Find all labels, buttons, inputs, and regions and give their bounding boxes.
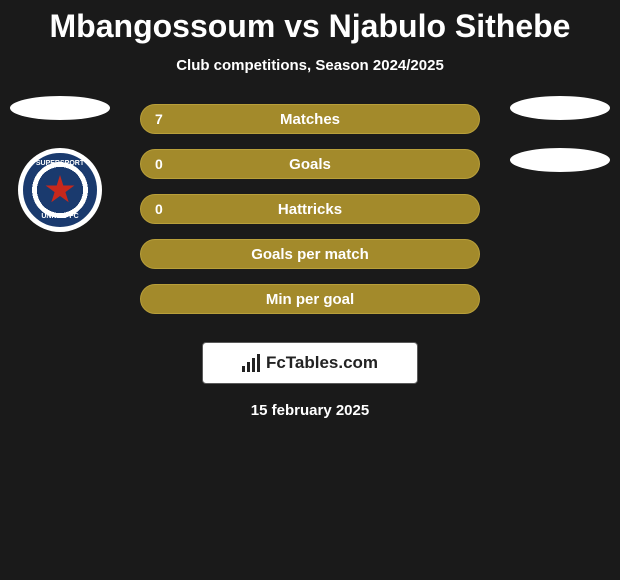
stat-bar: 0 Hattricks [140,194,480,224]
star-icon [45,175,75,205]
right-player-avatar [510,96,610,120]
stat-label: Goals [289,156,331,173]
right-player-column [510,96,610,200]
left-player-column: SUPERSPORT UNITED FC [8,96,112,232]
club-logo-text-bottom: UNITED FC [41,213,78,220]
stat-left-value: 0 [155,201,163,217]
stat-bar: Goals per match [140,239,480,269]
bar-chart-icon [242,354,260,372]
stat-label: Hattricks [278,201,342,218]
left-player-avatar [10,96,110,120]
stat-bar: 0 Goals [140,149,480,179]
footer-date: 15 february 2025 [0,402,620,419]
page-title: Mbangossoum vs Njabulo Sithebe [0,8,620,45]
infographic-container: Mbangossoum vs Njabulo Sithebe Club comp… [0,0,620,419]
stat-bars: 7 Matches 0 Goals 0 Hattricks Goals per match M… [140,104,480,314]
brand-text: FcTables.com [266,353,378,373]
stat-label: Goals per match [251,246,369,263]
right-club-logo-placeholder [510,148,610,172]
stat-label: Matches [280,111,340,128]
brand-badge: FcTables.com [202,342,418,384]
stat-label: Min per goal [266,291,354,308]
supersport-logo-icon: SUPERSPORT UNITED FC [23,153,97,227]
stat-bar: Min per goal [140,284,480,314]
page-subtitle: Club competitions, Season 2024/2025 [0,57,620,74]
stat-left-value: 7 [155,111,163,127]
stat-left-value: 0 [155,156,163,172]
stat-bar: 7 Matches [140,104,480,134]
content-area: SUPERSPORT UNITED FC 7 Matches 0 Goals 0 Hatt… [0,104,620,419]
club-logo-text-top: SUPERSPORT [36,160,84,167]
left-club-logo: SUPERSPORT UNITED FC [18,148,102,232]
